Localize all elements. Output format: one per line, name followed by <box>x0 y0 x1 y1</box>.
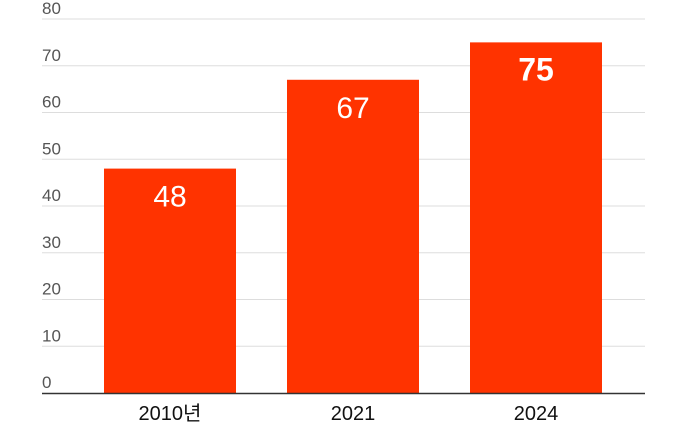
y-tick-label: 30 <box>42 233 61 252</box>
y-tick-label: 60 <box>42 93 61 112</box>
y-axis-ticks: 0 10 20 30 40 50 60 70 80 <box>42 0 61 392</box>
x-axis-ticks: 2010년 2021 2024 <box>139 402 559 425</box>
y-tick-label: 70 <box>42 46 61 65</box>
y-tick-label: 80 <box>42 0 61 18</box>
y-tick-label: 40 <box>42 186 61 205</box>
bars <box>104 42 602 394</box>
y-tick-label: 50 <box>42 139 61 158</box>
bar-value-label: 48 <box>153 181 186 214</box>
x-tick-label: 2021 <box>331 403 376 425</box>
bar <box>104 168 236 393</box>
x-tick-label: 2010년 <box>139 402 202 425</box>
bar-value-label: 75 <box>518 51 554 87</box>
bar <box>287 79 419 394</box>
data-labels: 48 67 75 <box>153 51 553 213</box>
bar <box>470 42 602 393</box>
y-tick-label: 10 <box>42 326 61 345</box>
x-tick-label: 2024 <box>514 403 559 425</box>
y-tick-label: 0 <box>42 373 51 392</box>
bar-value-label: 67 <box>336 92 369 125</box>
y-tick-label: 20 <box>42 280 61 299</box>
